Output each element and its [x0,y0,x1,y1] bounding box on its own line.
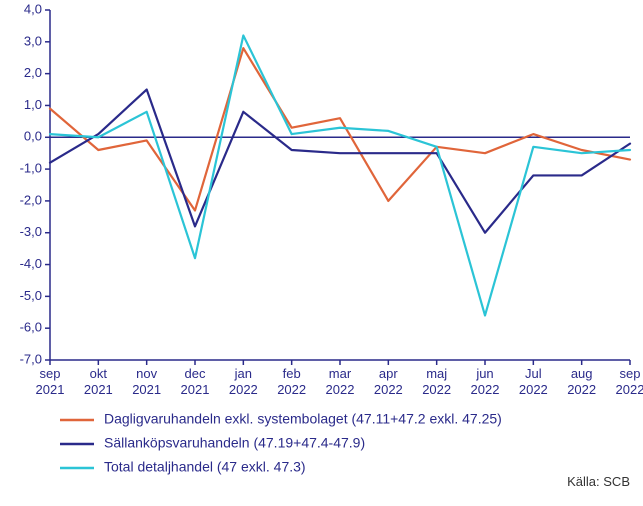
xtick-label-month: Jul [525,366,542,381]
xtick-label-month: maj [426,366,447,381]
xtick-label-year: 2022 [326,382,355,397]
ytick-label: 4,0 [24,1,42,16]
chart-svg: -7,0 -6,0 -5,0 -4,0 -3,0 -2,0 -1,0 0,0 1,0 2,0 3,0… [0,0,643,506]
legend-label-2: Total detaljhandel (47 exkl. 47.3) [104,459,306,475]
xtick-label-month: jan [234,366,252,381]
ytick-label: -5,0 [20,288,42,303]
ytick-label: 0,0 [24,129,42,144]
xtick-label-year: 2022 [567,382,596,397]
xtick-label-year: 2021 [181,382,210,397]
legend-label-0: Dagligvaruhandeln exkl. systembolaget (4… [104,411,502,427]
ytick-label: -1,0 [20,161,42,176]
ytick-label: -7,0 [20,351,42,366]
xtick-label-year: 2022 [616,382,643,397]
xtick-label-month: feb [283,366,301,381]
xtick-label-month: okt [90,366,108,381]
xtick-label-month: apr [379,366,398,381]
xtick-label-month: nov [136,366,157,381]
xtick-label-year: 2022 [471,382,500,397]
xtick-label-month: mar [329,366,352,381]
ytick-label: -6,0 [20,320,42,335]
xtick-label-month: sep [40,366,61,381]
source-label: Källa: SCB [567,474,630,489]
xtick-label-year: 2022 [229,382,258,397]
ytick-label: -2,0 [20,192,42,207]
ytick-label: -3,0 [20,224,42,239]
xtick-label-year: 2021 [84,382,113,397]
line-chart: -7,0 -6,0 -5,0 -4,0 -3,0 -2,0 -1,0 0,0 1,0 2,0 3,0… [0,0,643,506]
xtick-label-year: 2022 [422,382,451,397]
xtick-label-year: 2022 [519,382,548,397]
xtick-label-year: 2021 [132,382,161,397]
xtick-label-year: 2022 [277,382,306,397]
ytick-label: 3,0 [24,33,42,48]
xtick-label-year: 2021 [36,382,65,397]
legend-label-1: Sällanköpsvaruhandeln (47.19+47.4-47.9) [104,435,365,451]
xtick-label-month: aug [571,366,593,381]
xtick-label-month: dec [185,366,206,381]
ytick-label: 2,0 [24,65,42,80]
ytick-label: -4,0 [20,256,42,271]
xtick-label-month: jun [475,366,493,381]
xtick-label-year: 2022 [374,382,403,397]
ytick-label: 1,0 [24,97,42,112]
xtick-label-month: sep [620,366,641,381]
